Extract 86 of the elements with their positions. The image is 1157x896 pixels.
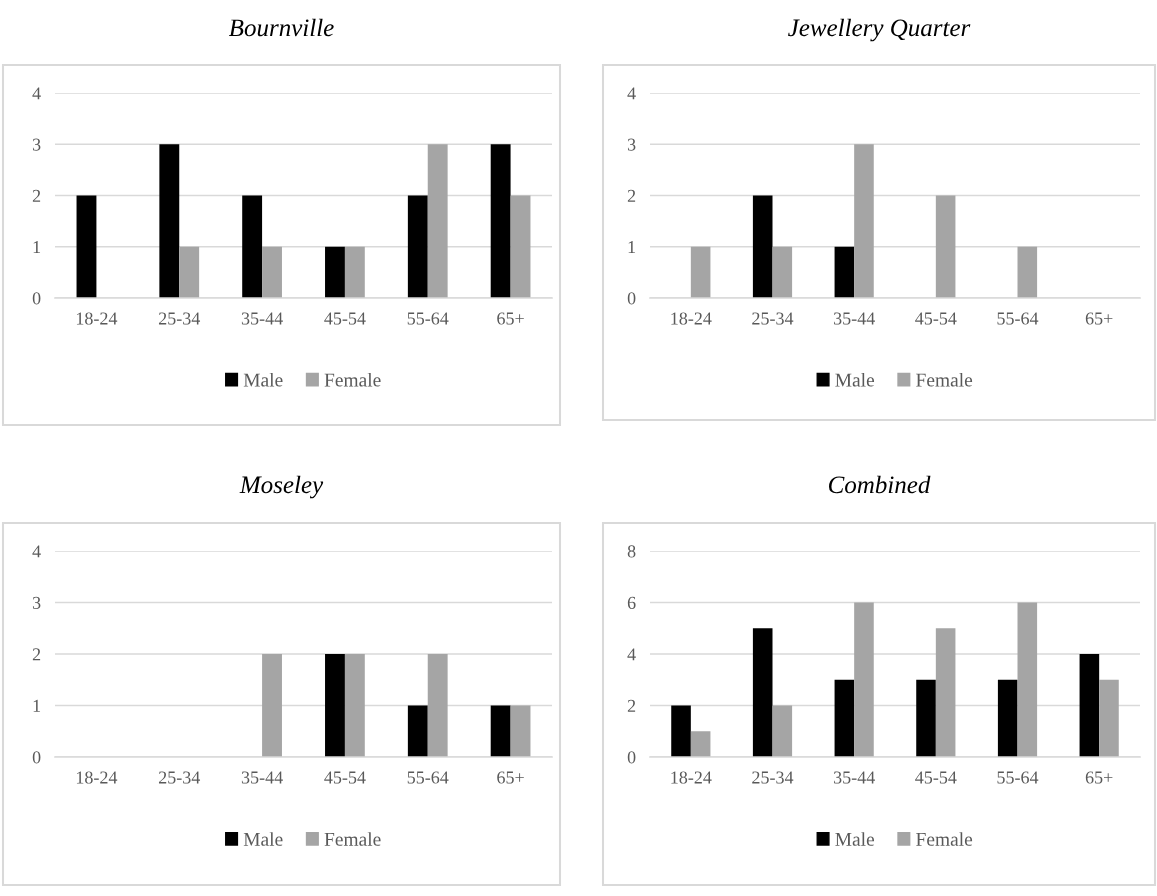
x-tick-label: 65+ <box>497 312 524 325</box>
legend-label: Female <box>324 372 381 387</box>
bar <box>242 195 263 298</box>
bar <box>935 628 956 757</box>
bar <box>490 144 511 298</box>
x-tick-label: 35-44 <box>241 312 283 325</box>
bar <box>772 705 793 757</box>
bar <box>344 246 365 298</box>
x-tick-label: 25-34 <box>752 312 794 325</box>
y-tick-label: 2 <box>627 189 636 202</box>
y-tick-label: 2 <box>627 699 636 712</box>
bar <box>834 679 855 757</box>
chart-title: Bournville <box>228 18 334 37</box>
bar <box>752 195 773 298</box>
bar <box>1017 602 1038 757</box>
x-tick-label: 18-24 <box>671 312 712 325</box>
bar <box>834 246 855 298</box>
bar <box>179 246 200 298</box>
y-tick-label: 0 <box>32 751 41 764</box>
y-tick-label: 1 <box>33 699 41 712</box>
x-tick-label: 25-34 <box>158 312 201 325</box>
bar <box>325 246 345 298</box>
y-tick-label: 2 <box>32 189 41 202</box>
legend-label: Male <box>243 832 283 846</box>
x-tick-label: 35-44 <box>833 771 875 784</box>
y-tick-label: 4 <box>627 87 636 100</box>
y-tick-label: 0 <box>627 292 636 305</box>
bar <box>407 195 428 298</box>
bar <box>772 246 793 298</box>
y-tick-label: 3 <box>32 138 41 151</box>
x-tick-label: 65+ <box>497 771 524 784</box>
x-tick-label: 45-54 <box>915 771 957 784</box>
y-tick-label: 6 <box>627 596 636 609</box>
bar <box>916 679 936 757</box>
y-tick-label: 3 <box>32 596 41 609</box>
x-tick-label: 18-24 <box>76 771 118 784</box>
x-tick-label: 65+ <box>1085 312 1113 325</box>
bar <box>427 144 448 298</box>
x-tick-label: 55-64 <box>997 771 1039 784</box>
x-tick-label: 35-44 <box>241 771 283 784</box>
x-tick-label: 18-24 <box>671 771 712 784</box>
y-tick-label: 3 <box>627 138 636 151</box>
legend-label: Male <box>835 372 875 387</box>
x-tick-label: 45-54 <box>915 312 957 325</box>
bar <box>997 679 1018 757</box>
y-tick-label: 1 <box>628 241 636 254</box>
x-tick-label: 45-54 <box>324 312 366 325</box>
chart-title: Combined <box>829 475 931 494</box>
bar <box>854 144 874 298</box>
y-tick-label: 4 <box>627 648 636 661</box>
chart-title: Moseley <box>239 475 324 499</box>
x-tick-label: 55-64 <box>407 312 449 325</box>
bar <box>159 144 180 298</box>
x-tick-label: 65+ <box>1085 771 1113 784</box>
x-tick-label: 18-24 <box>76 312 118 325</box>
bar <box>935 195 956 298</box>
bar <box>1079 654 1100 757</box>
bar <box>690 731 711 757</box>
bar <box>76 195 97 298</box>
legend-label: Female <box>324 832 381 846</box>
x-tick-label: 55-64 <box>407 771 449 784</box>
y-tick-label: 4 <box>32 545 41 558</box>
legend-label: Female <box>916 372 973 387</box>
y-tick-label: 8 <box>627 545 636 558</box>
bar <box>510 195 531 298</box>
y-tick-label: 0 <box>627 751 636 764</box>
bar <box>752 628 773 757</box>
legend-label: Female <box>916 832 973 846</box>
chart-title: Jewellery Quarter <box>788 18 971 42</box>
x-tick-label: 25-34 <box>752 771 794 784</box>
bar <box>1017 246 1038 298</box>
y-tick-label: 4 <box>32 87 41 100</box>
bar <box>690 246 711 298</box>
bar <box>671 705 691 757</box>
legend-label: Male <box>835 832 875 846</box>
y-tick-label: 2 <box>32 648 41 661</box>
legend-label: Male <box>243 372 283 387</box>
y-tick-label: 0 <box>32 292 41 305</box>
x-tick-label: 25-34 <box>158 771 201 784</box>
bar <box>262 246 282 298</box>
x-tick-label: 55-64 <box>997 312 1039 325</box>
bar <box>854 602 874 757</box>
y-tick-label: 1 <box>33 241 41 254</box>
x-tick-label: 45-54 <box>324 771 366 784</box>
x-tick-label: 35-44 <box>833 312 875 325</box>
bar <box>1099 679 1119 757</box>
